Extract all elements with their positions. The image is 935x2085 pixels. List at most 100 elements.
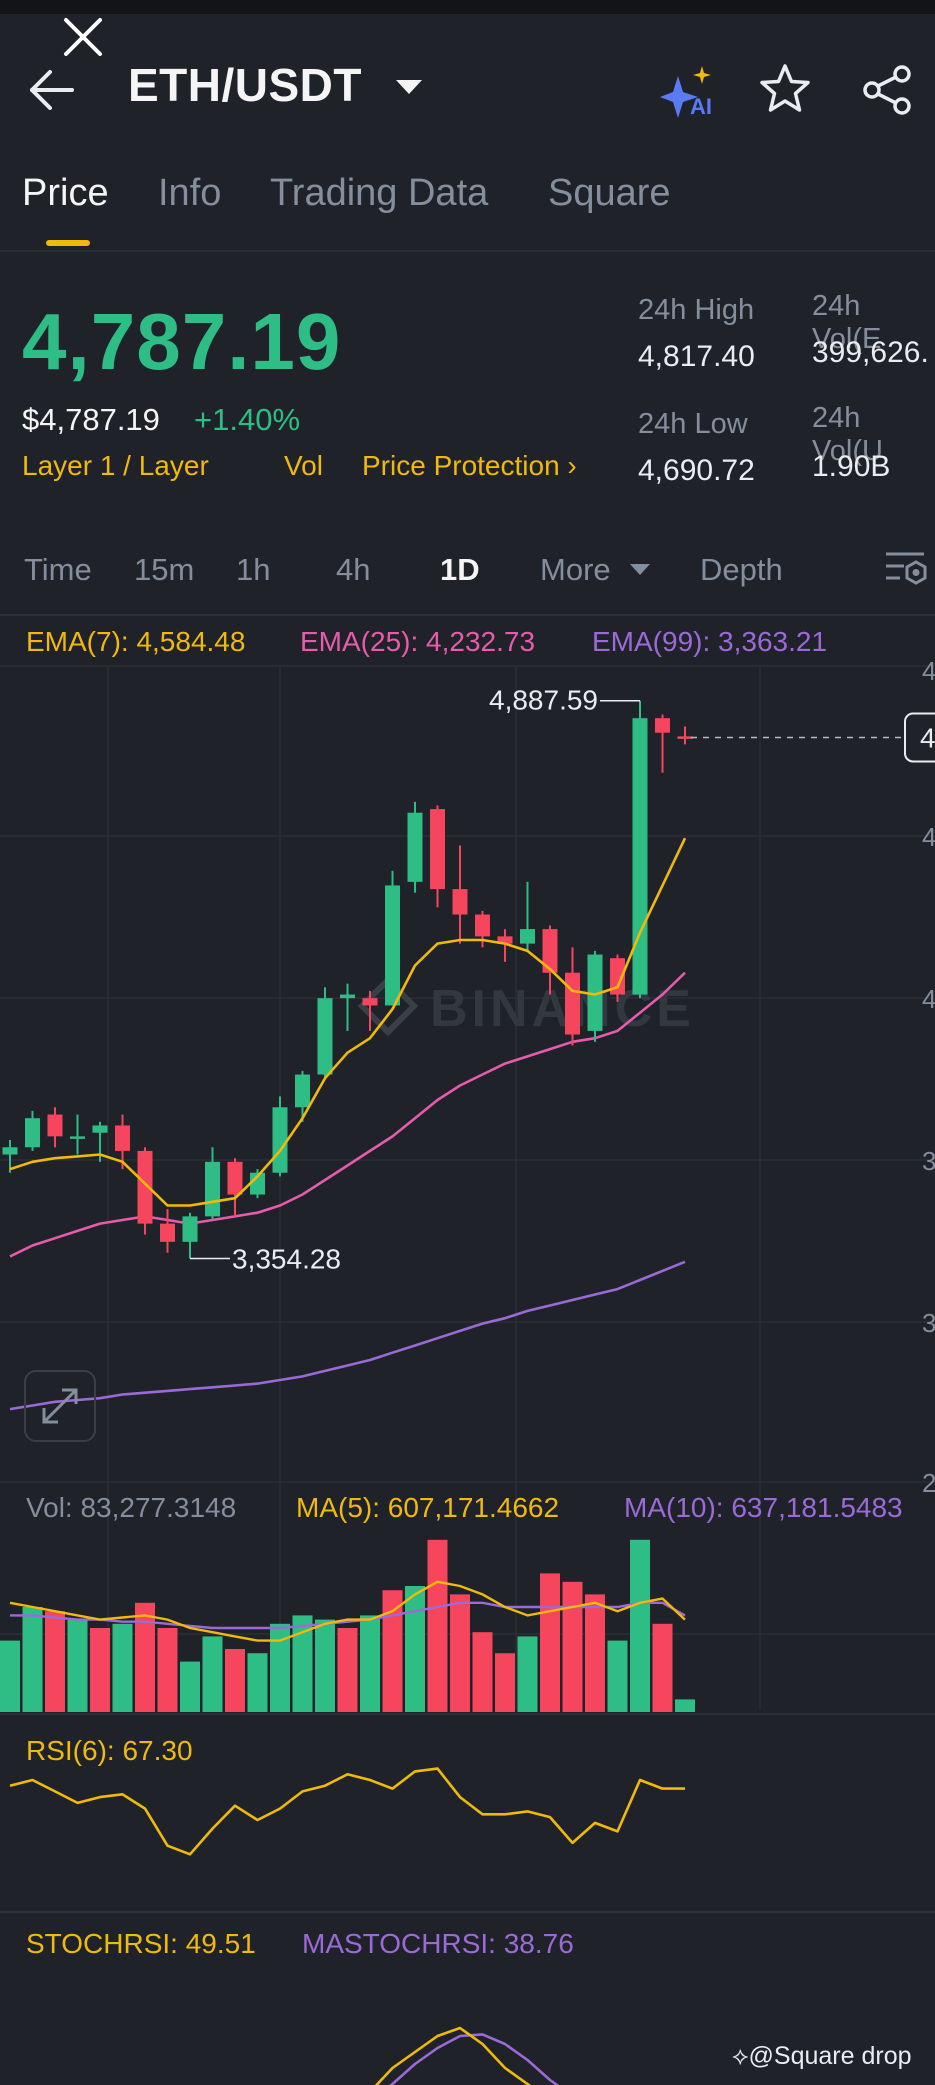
candle-body-13 — [295, 1074, 310, 1108]
volume-bar-10 — [225, 1649, 245, 1712]
diamond-logo-icon: ⟡ — [732, 2042, 749, 2070]
candle-body-7 — [160, 1223, 175, 1242]
volume-bar-30 — [675, 1699, 695, 1712]
candle-body-6 — [137, 1150, 153, 1224]
candle-body-29 — [655, 718, 670, 733]
tf-1d[interactable]: 1D — [440, 552, 480, 587]
price-axis-label-3: 3 — [922, 1146, 935, 1176]
ema99-legend: EMA(99): 3,363.21 — [592, 626, 828, 657]
candle-body-8 — [182, 1216, 198, 1242]
tab-info[interactable]: Info — [158, 172, 222, 214]
volume-bar-28 — [630, 1539, 650, 1712]
candle-6 — [137, 1147, 153, 1235]
price-usd: $4,787.19 — [22, 402, 160, 437]
ma5-legend: MA(5): 607,171.4662 — [296, 1492, 560, 1523]
tf-1h[interactable]: 1h — [236, 552, 271, 587]
vol-base-label: 24h Vol(E — [812, 290, 882, 355]
price-axis-label-0: 4 — [922, 660, 935, 686]
high-value: 4,817.40 — [638, 340, 755, 373]
candle-body-15 — [340, 994, 355, 999]
candle-body-11 — [250, 1172, 265, 1195]
tab-square[interactable]: Square — [548, 172, 671, 214]
timeframe-divider — [0, 614, 935, 616]
volume-bar-11 — [247, 1653, 268, 1712]
candle-5 — [115, 1114, 130, 1170]
tag-price-protection[interactable]: Price Protection › — [362, 450, 577, 482]
candle-19 — [430, 805, 445, 908]
candle-11 — [250, 1169, 265, 1199]
vol-base-value: 399,626. — [812, 336, 929, 369]
candle-body-1 — [25, 1118, 40, 1148]
candle-12 — [272, 1096, 288, 1177]
chevron-right-icon: › — [567, 450, 577, 481]
volume-bar-23 — [517, 1636, 538, 1712]
volume-bar-17 — [382, 1590, 403, 1712]
price-change-pct: +1.40% — [194, 402, 301, 437]
tag-vol[interactable]: Vol — [284, 450, 323, 481]
tab-trading-data[interactable]: Trading Data — [270, 172, 489, 214]
rsi-line — [9, 1767, 685, 1856]
candle-24 — [542, 925, 558, 995]
volume-bar-8 — [180, 1661, 200, 1712]
low-marker-label: 3,354.28 — [232, 1244, 341, 1275]
ai-sparkle-icon[interactable]: AI — [660, 64, 720, 118]
chart-settings-icon[interactable] — [884, 548, 930, 590]
volume-bar-9 — [202, 1636, 223, 1712]
vol-ma5-line — [9, 1580, 686, 1642]
candle-body-21 — [475, 914, 490, 937]
price-axis-label-4: 3 — [922, 1308, 935, 1338]
watermark-text: @Square drop — [748, 2042, 912, 2070]
candle-body-20 — [452, 889, 468, 915]
status-strip — [0, 0, 935, 14]
candle-23 — [520, 881, 535, 951]
candle-body-4 — [92, 1125, 108, 1133]
volume-bar-20 — [450, 1594, 470, 1712]
volume-bar-26 — [585, 1594, 605, 1712]
volume-bar-21 — [472, 1632, 493, 1712]
high-label: 24h High — [638, 294, 755, 326]
candle-10 — [227, 1158, 243, 1217]
volume-bar-16 — [360, 1615, 380, 1712]
candle-body-14 — [317, 998, 333, 1075]
volume-bar-7 — [157, 1628, 178, 1712]
ema7-line — [9, 837, 687, 1207]
tf-15m[interactable]: 15m — [134, 552, 195, 587]
vol-legend: Vol: 83,277.3148 — [26, 1492, 237, 1523]
vol-quote-label: 24h Vol(U — [812, 402, 883, 467]
candle-20 — [452, 845, 468, 944]
tab-price[interactable]: Price — [22, 172, 109, 214]
back-arrow-icon[interactable] — [28, 68, 78, 112]
candle-15 — [340, 983, 355, 1031]
low-value: 4,690.72 — [638, 454, 755, 487]
tf-more[interactable]: More — [540, 552, 611, 587]
candle-body-27 — [610, 958, 625, 995]
more-caret-icon — [630, 564, 650, 575]
price-chart[interactable]: BINANCE 4,887.59 3,354.28 4 4 4 4 3 3 2 — [0, 660, 935, 2085]
share-icon[interactable] — [862, 64, 914, 116]
active-tab-indicator — [46, 240, 90, 246]
candle-3 — [70, 1114, 85, 1155]
stochrsi-legend: STOCHRSI: 49.51 — [26, 1928, 256, 1959]
tf-time[interactable]: Time — [24, 552, 92, 587]
expand-chart-button[interactable] — [24, 1370, 96, 1442]
candle-body-26 — [587, 954, 603, 1031]
pair-title[interactable]: ETH/USDT — [128, 59, 362, 111]
tf-depth[interactable]: Depth — [700, 552, 783, 587]
vol-ma10-line — [10, 1601, 686, 1630]
volume-bar-25 — [562, 1581, 583, 1712]
price-axis-label-1: 4 — [922, 822, 935, 852]
candle-9 — [205, 1147, 220, 1220]
close-icon[interactable] — [58, 12, 108, 62]
chevron-down-icon[interactable] — [396, 80, 422, 94]
square-watermark: ⟡@Square drop — [732, 2042, 912, 2071]
candle-2 — [47, 1107, 63, 1148]
candle-28 — [632, 700, 648, 999]
tf-4h[interactable]: 4h — [336, 552, 371, 587]
star-icon[interactable] — [758, 62, 812, 116]
tag-layer[interactable]: Layer 1 / Layer — [22, 450, 209, 481]
volume-bar-22 — [495, 1653, 515, 1712]
candle-body-0 — [2, 1147, 18, 1155]
volume-bar-5 — [112, 1623, 133, 1712]
candle-body-5 — [115, 1125, 130, 1151]
candle-body-28 — [632, 718, 648, 995]
